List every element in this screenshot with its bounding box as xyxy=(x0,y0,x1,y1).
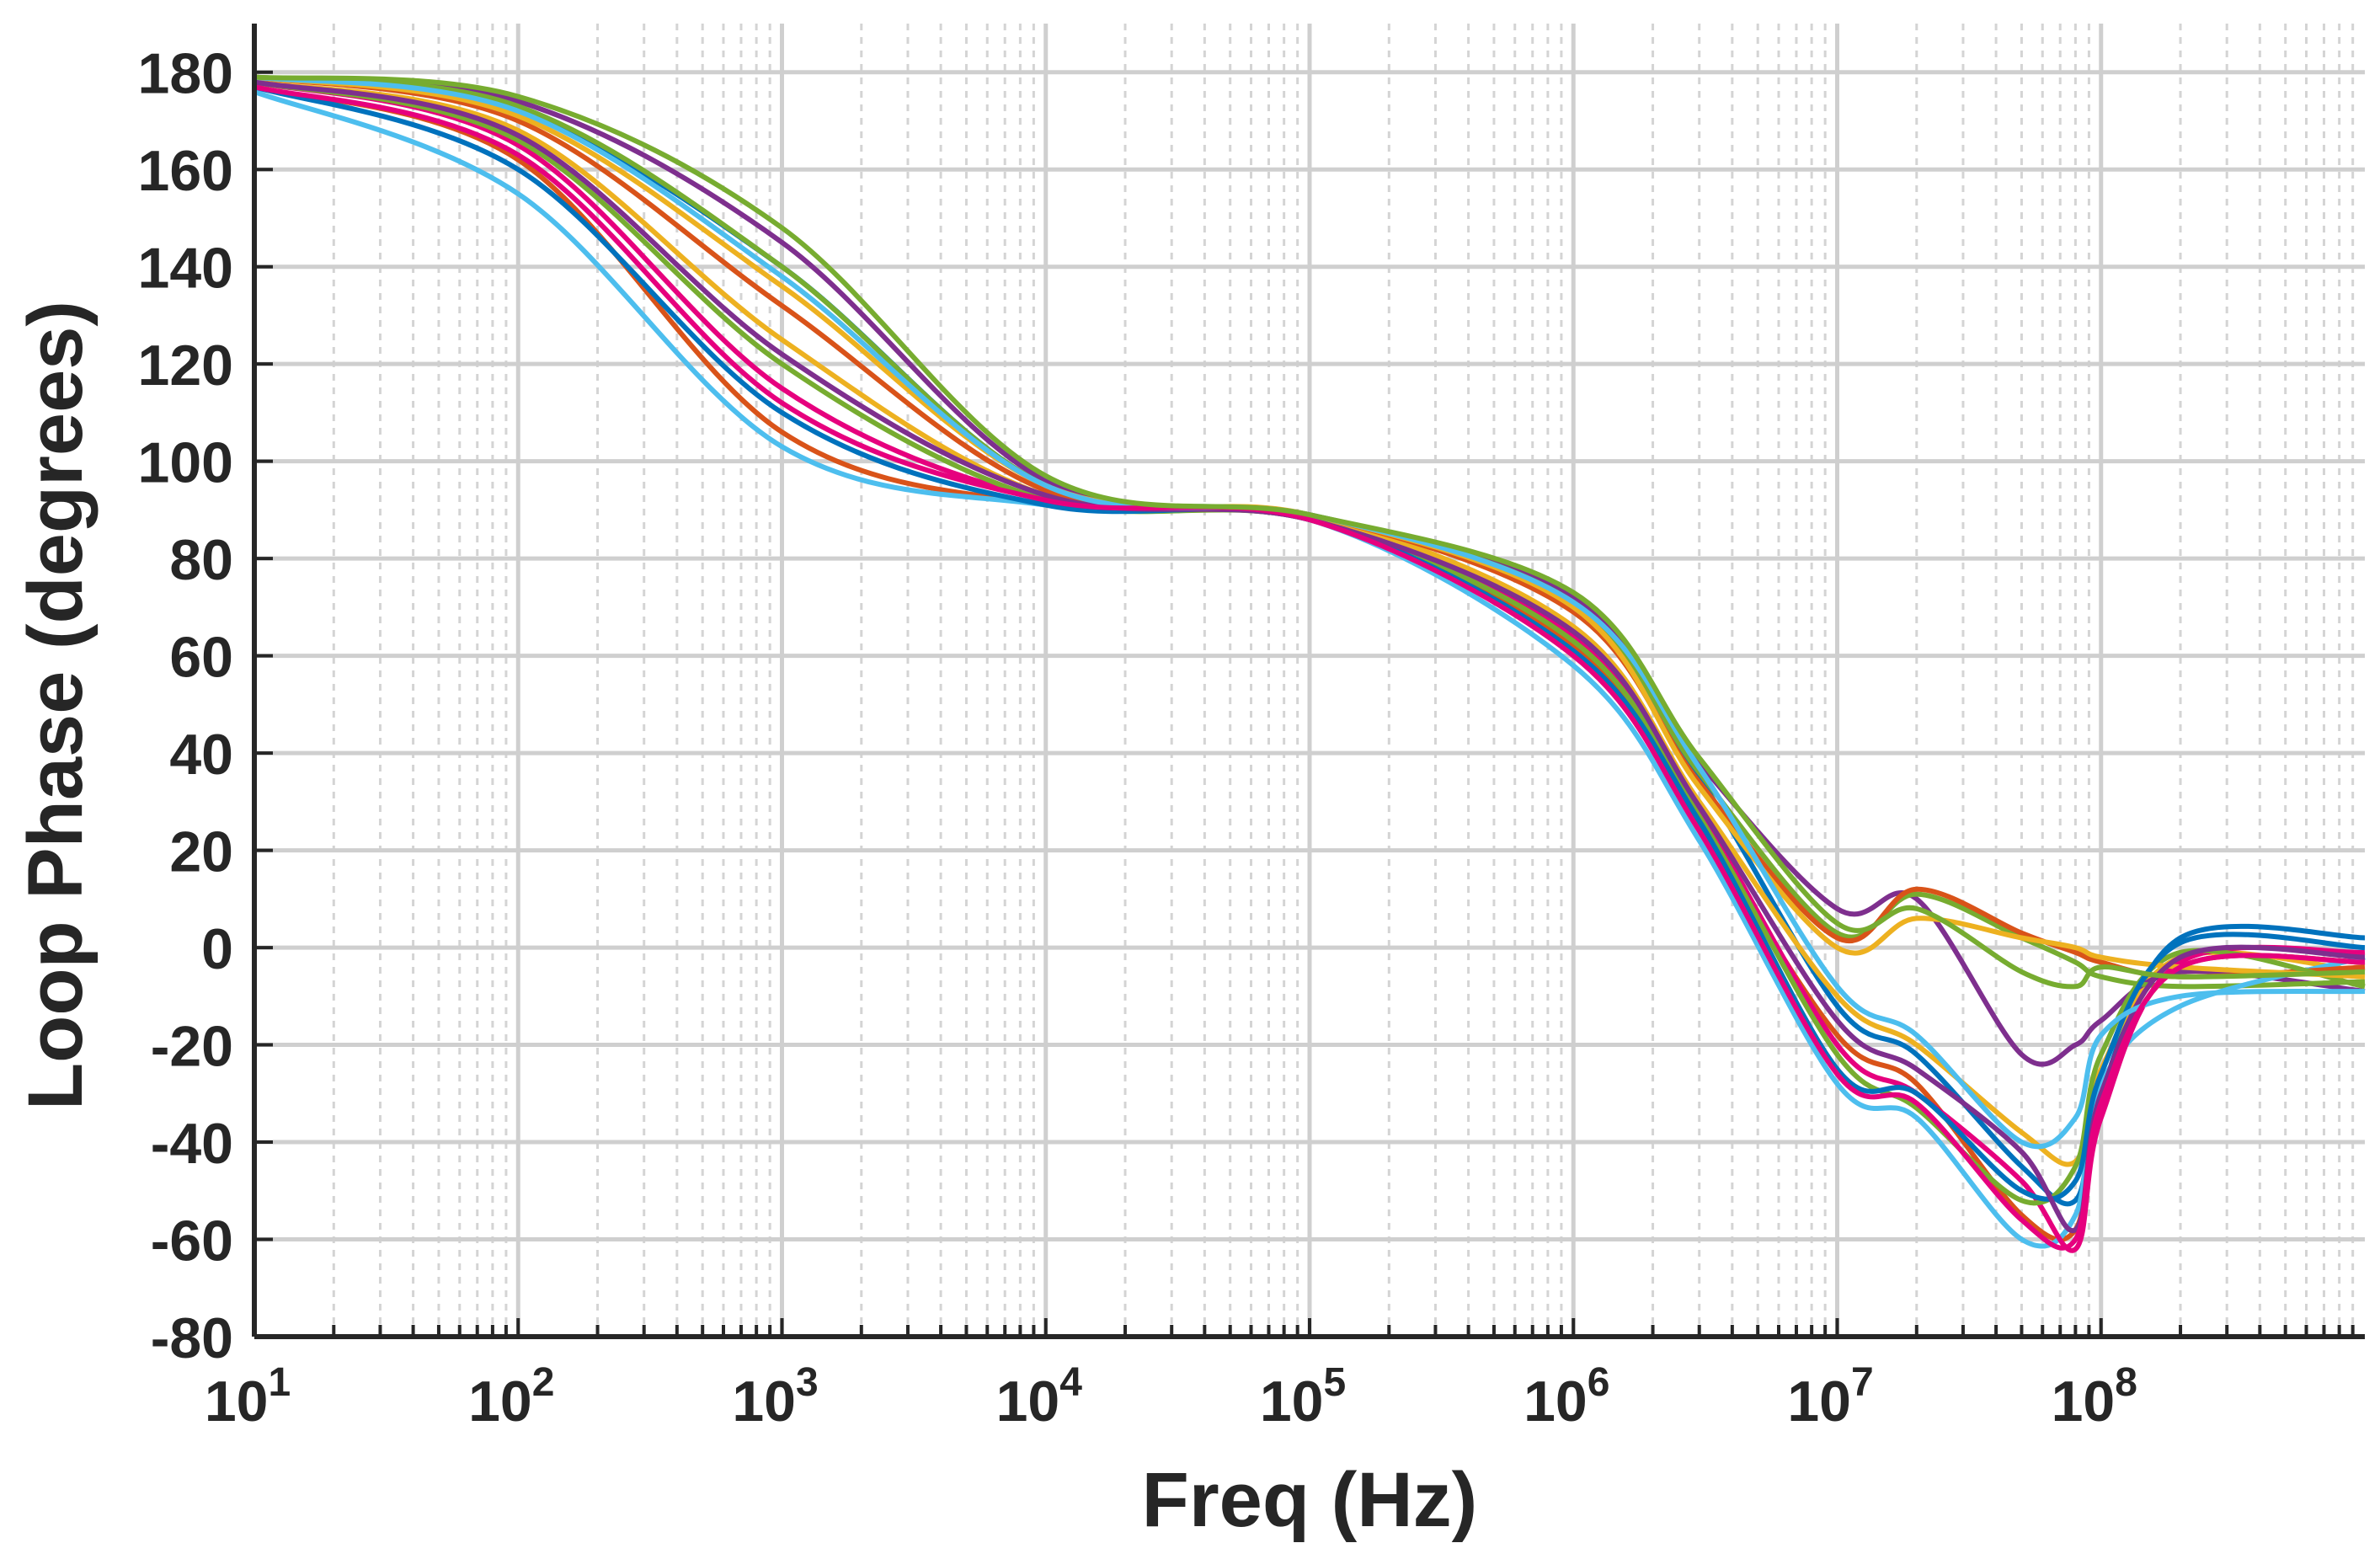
series-line-run-10 xyxy=(253,74,2366,980)
y-tick-label: 0 xyxy=(201,917,233,981)
y-tick-label: 140 xyxy=(138,237,233,301)
y-axis-label: Loop Phase (degrees) xyxy=(13,301,99,1110)
x-tick-label: 107 xyxy=(1787,1360,1873,1434)
y-tick-label: -20 xyxy=(151,1015,233,1079)
y-tick-label: 60 xyxy=(169,626,233,690)
y-tick-label: 20 xyxy=(169,820,233,884)
x-tick-label: 104 xyxy=(996,1360,1083,1434)
y-tick-label: -60 xyxy=(151,1209,233,1273)
y-tick-label: 80 xyxy=(169,528,233,592)
y-tick-label: 160 xyxy=(138,139,233,203)
x-tick-label: 105 xyxy=(1260,1360,1346,1434)
y-tick-label: 120 xyxy=(138,334,233,398)
x-tick-label: 108 xyxy=(2052,1360,2137,1434)
series-line-run-15 xyxy=(253,74,2366,990)
y-tick-label: -40 xyxy=(151,1112,233,1176)
series-line-run-14 xyxy=(253,84,2366,1251)
series-line-run-9 xyxy=(253,79,2366,1206)
series-line-run-11 xyxy=(253,84,2366,1202)
x-tick-label: 101 xyxy=(205,1360,291,1434)
x-tick-label: 102 xyxy=(468,1360,554,1434)
y-tick-label: 40 xyxy=(169,723,233,787)
axes xyxy=(252,24,2365,1339)
y-tick-label: 180 xyxy=(138,42,233,106)
x-tick-labels: 101 102 103 104 105 106 107 108 xyxy=(205,1360,2137,1434)
y-tick-labels: 180 160 140 120 100 80 60 40 20 0 -20 -40 -60 -80 xyxy=(138,42,233,1370)
y-tick-label: -80 xyxy=(151,1306,233,1370)
series-line-run-13 xyxy=(253,74,2366,1150)
x-tick-label: 103 xyxy=(732,1360,818,1434)
x-axis-label: Freq (Hz) xyxy=(1142,1457,1478,1543)
y-tick-label: 100 xyxy=(138,431,233,495)
x-tick-label: 106 xyxy=(1524,1360,1609,1434)
series-lines xyxy=(253,74,2366,1253)
